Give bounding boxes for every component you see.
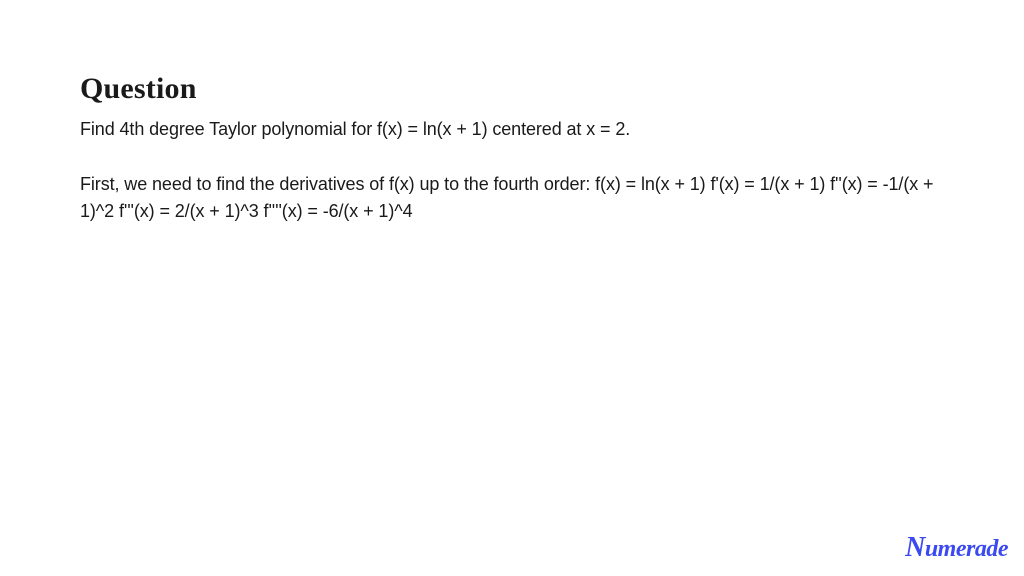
question-heading: Question — [80, 72, 944, 106]
content-container: Question Find 4th degree Taylor polynomi… — [0, 0, 1024, 225]
logo-text-rest: umerade — [925, 536, 1008, 562]
question-text: Find 4th degree Taylor polynomial for f(… — [80, 116, 944, 143]
numerade-logo: Numerade — [905, 532, 1008, 564]
solution-text: First, we need to find the derivatives o… — [80, 171, 944, 225]
